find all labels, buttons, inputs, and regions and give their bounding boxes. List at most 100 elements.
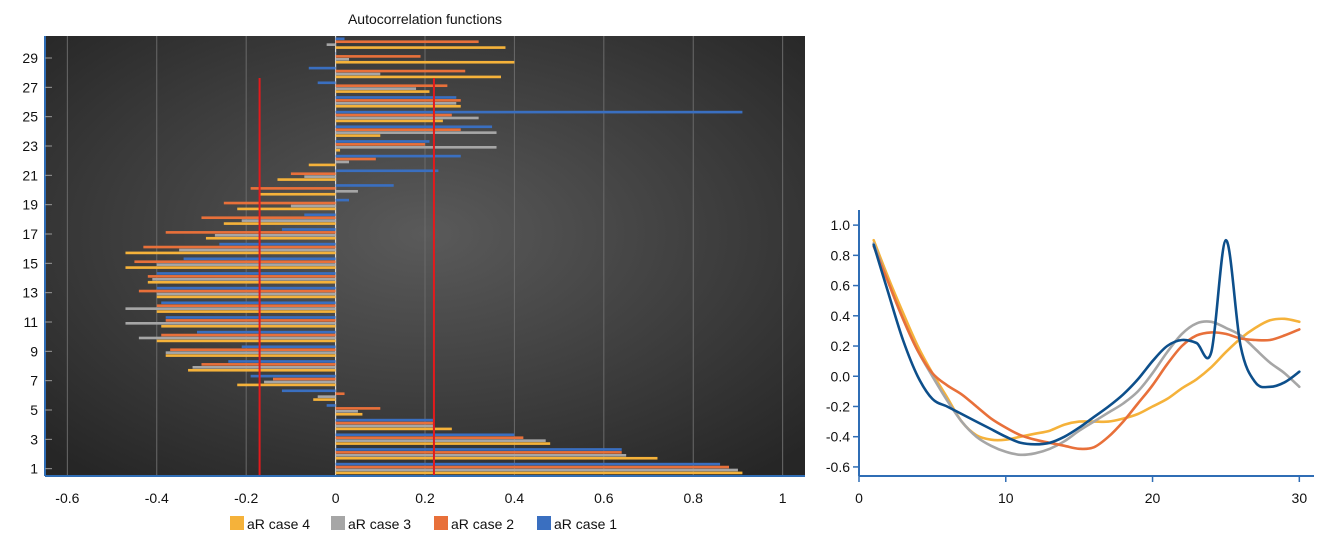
- bar: [335, 451, 622, 454]
- x-tick-labels: 0 10 20 30: [855, 476, 1307, 506]
- bar: [335, 46, 506, 49]
- y-tick-label: 0.8: [831, 247, 851, 263]
- bar: [335, 60, 515, 64]
- bar: [156, 310, 336, 313]
- bar: [134, 260, 336, 264]
- bar: [317, 395, 336, 398]
- bar: [165, 316, 336, 319]
- bar: [250, 187, 336, 190]
- bar: [156, 339, 336, 343]
- bar: [335, 104, 461, 108]
- bar: [156, 292, 336, 296]
- bar: [165, 319, 336, 322]
- bar: [317, 81, 336, 85]
- bar: [125, 322, 336, 325]
- chart-title: Autocorrelation functions: [348, 11, 502, 27]
- bar: [290, 204, 336, 208]
- bar: [326, 404, 336, 407]
- bar: [188, 368, 336, 372]
- y-tick-label: 27: [22, 79, 38, 95]
- series-line: [872, 245, 1301, 451]
- bar: [259, 192, 336, 196]
- legend-swatch: [331, 516, 345, 530]
- y-tick-label: 13: [22, 285, 38, 301]
- bar: [192, 366, 336, 369]
- x-tick-label: 0: [855, 490, 863, 506]
- y-tick-label: 21: [22, 167, 38, 183]
- bar: [205, 236, 336, 240]
- x-tick-label: 30: [1292, 490, 1308, 506]
- bar: [125, 307, 336, 310]
- bar: [335, 424, 434, 428]
- y-tick-label: 1: [30, 461, 38, 477]
- y-tick-label: 3: [30, 431, 38, 447]
- bar: [335, 134, 381, 137]
- bar: [335, 433, 515, 437]
- bar: [335, 456, 658, 460]
- bar: [335, 418, 434, 422]
- bar: [335, 462, 721, 466]
- bar: [335, 442, 551, 445]
- bar: [335, 75, 501, 79]
- bar: [335, 143, 425, 146]
- legend-swatch: [230, 516, 244, 530]
- bar: [335, 412, 363, 416]
- bar: [241, 345, 336, 349]
- bar: [277, 178, 336, 181]
- bar: [335, 125, 493, 129]
- y-tick-label: 23: [22, 138, 38, 154]
- autocorrelation-bar-chart: Autocorrelation functions -0.6 -0.4 -0.2 0 0…: [22, 11, 805, 532]
- autocorrelation-line-chart: 0 10 20 30 -0.6 -0.4 -0.2 0.0 0.2 0.4 0.6 0.8 1.0: [826, 210, 1314, 506]
- legend-swatch: [537, 516, 551, 530]
- bar: [313, 398, 336, 401]
- bar: [165, 231, 336, 234]
- bar: [304, 213, 336, 217]
- bar: [335, 190, 358, 193]
- x-tick-label: 0.8: [684, 490, 704, 506]
- bar: [335, 471, 743, 475]
- bar: [152, 278, 336, 281]
- bar: [335, 69, 466, 73]
- bar: [335, 148, 341, 152]
- bar: [201, 216, 336, 220]
- bar: [214, 234, 336, 237]
- bar: [335, 84, 448, 88]
- legend-label: aR case 3: [348, 516, 411, 532]
- y-tick-label: 0.6: [831, 278, 851, 294]
- x-tick-label: 10: [998, 490, 1014, 506]
- x-tick-label: 1: [779, 490, 787, 506]
- bar: [335, 55, 421, 58]
- bar: [335, 102, 457, 105]
- x-tick-label: 0: [332, 490, 340, 506]
- series-line: [872, 242, 1301, 457]
- bar: [335, 436, 524, 440]
- bar: [335, 99, 461, 102]
- x-tick-label: -0.6: [55, 490, 79, 506]
- y-tick-label: 25: [22, 109, 38, 125]
- bar: [335, 90, 430, 93]
- x-tick-label: 0.6: [594, 490, 614, 506]
- y-tick-label: -0.6: [826, 459, 850, 475]
- legend-label: aR case 2: [451, 516, 514, 532]
- bar: [335, 157, 376, 161]
- significance-lines: [258, 78, 435, 476]
- bar: [335, 146, 497, 149]
- y-tick-label: 11: [23, 314, 38, 330]
- bar: [161, 333, 336, 337]
- x-tick-labels: -0.6 -0.4 -0.2 0 0.2 0.4 0.6 0.8 1: [55, 490, 786, 506]
- bar: [138, 289, 336, 293]
- y-tick-label: 17: [22, 226, 38, 242]
- y-tick-label: 29: [22, 50, 38, 66]
- bar: [335, 140, 430, 143]
- bar: [161, 324, 336, 328]
- bar: [335, 448, 622, 451]
- bar: [335, 87, 417, 90]
- bar: [281, 389, 336, 393]
- x-tick-label: 0.2: [415, 490, 435, 506]
- series-line: [872, 238, 1301, 446]
- legend-label: aR case 4: [247, 516, 310, 532]
- bar: [335, 410, 358, 413]
- bar: [223, 201, 336, 205]
- bar: [335, 198, 349, 202]
